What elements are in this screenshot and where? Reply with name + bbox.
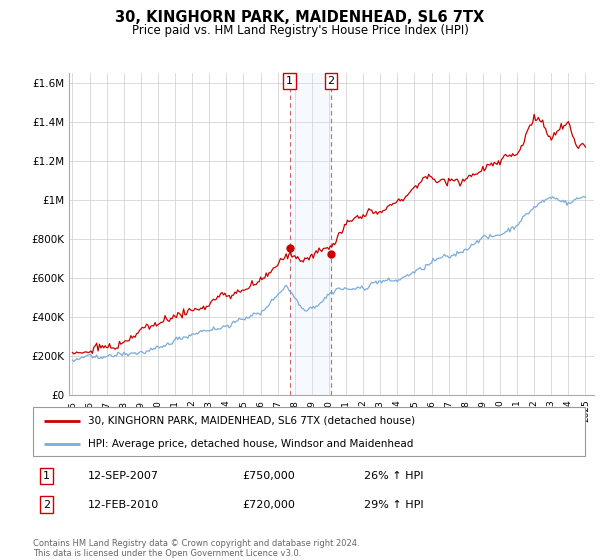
Bar <box>290 73 331 395</box>
Text: HPI: Average price, detached house, Windsor and Maidenhead: HPI: Average price, detached house, Wind… <box>88 439 413 449</box>
Text: 26% ↑ HPI: 26% ↑ HPI <box>364 471 424 481</box>
Text: 30, KINGHORN PARK, MAIDENHEAD, SL6 7TX (detached house): 30, KINGHORN PARK, MAIDENHEAD, SL6 7TX (… <box>88 416 415 426</box>
Text: 2: 2 <box>43 500 50 510</box>
Text: 30, KINGHORN PARK, MAIDENHEAD, SL6 7TX: 30, KINGHORN PARK, MAIDENHEAD, SL6 7TX <box>115 10 485 25</box>
Text: 29% ↑ HPI: 29% ↑ HPI <box>364 500 424 510</box>
Text: £720,000: £720,000 <box>243 500 296 510</box>
FancyBboxPatch shape <box>33 407 585 456</box>
Text: 12-FEB-2010: 12-FEB-2010 <box>88 500 160 510</box>
Text: Contains HM Land Registry data © Crown copyright and database right 2024.
This d: Contains HM Land Registry data © Crown c… <box>33 539 359 558</box>
Text: 2: 2 <box>328 76 335 86</box>
Text: £750,000: £750,000 <box>243 471 296 481</box>
Text: Price paid vs. HM Land Registry's House Price Index (HPI): Price paid vs. HM Land Registry's House … <box>131 24 469 37</box>
Text: 1: 1 <box>286 76 293 86</box>
Text: 1: 1 <box>43 471 50 481</box>
Text: 12-SEP-2007: 12-SEP-2007 <box>88 471 159 481</box>
